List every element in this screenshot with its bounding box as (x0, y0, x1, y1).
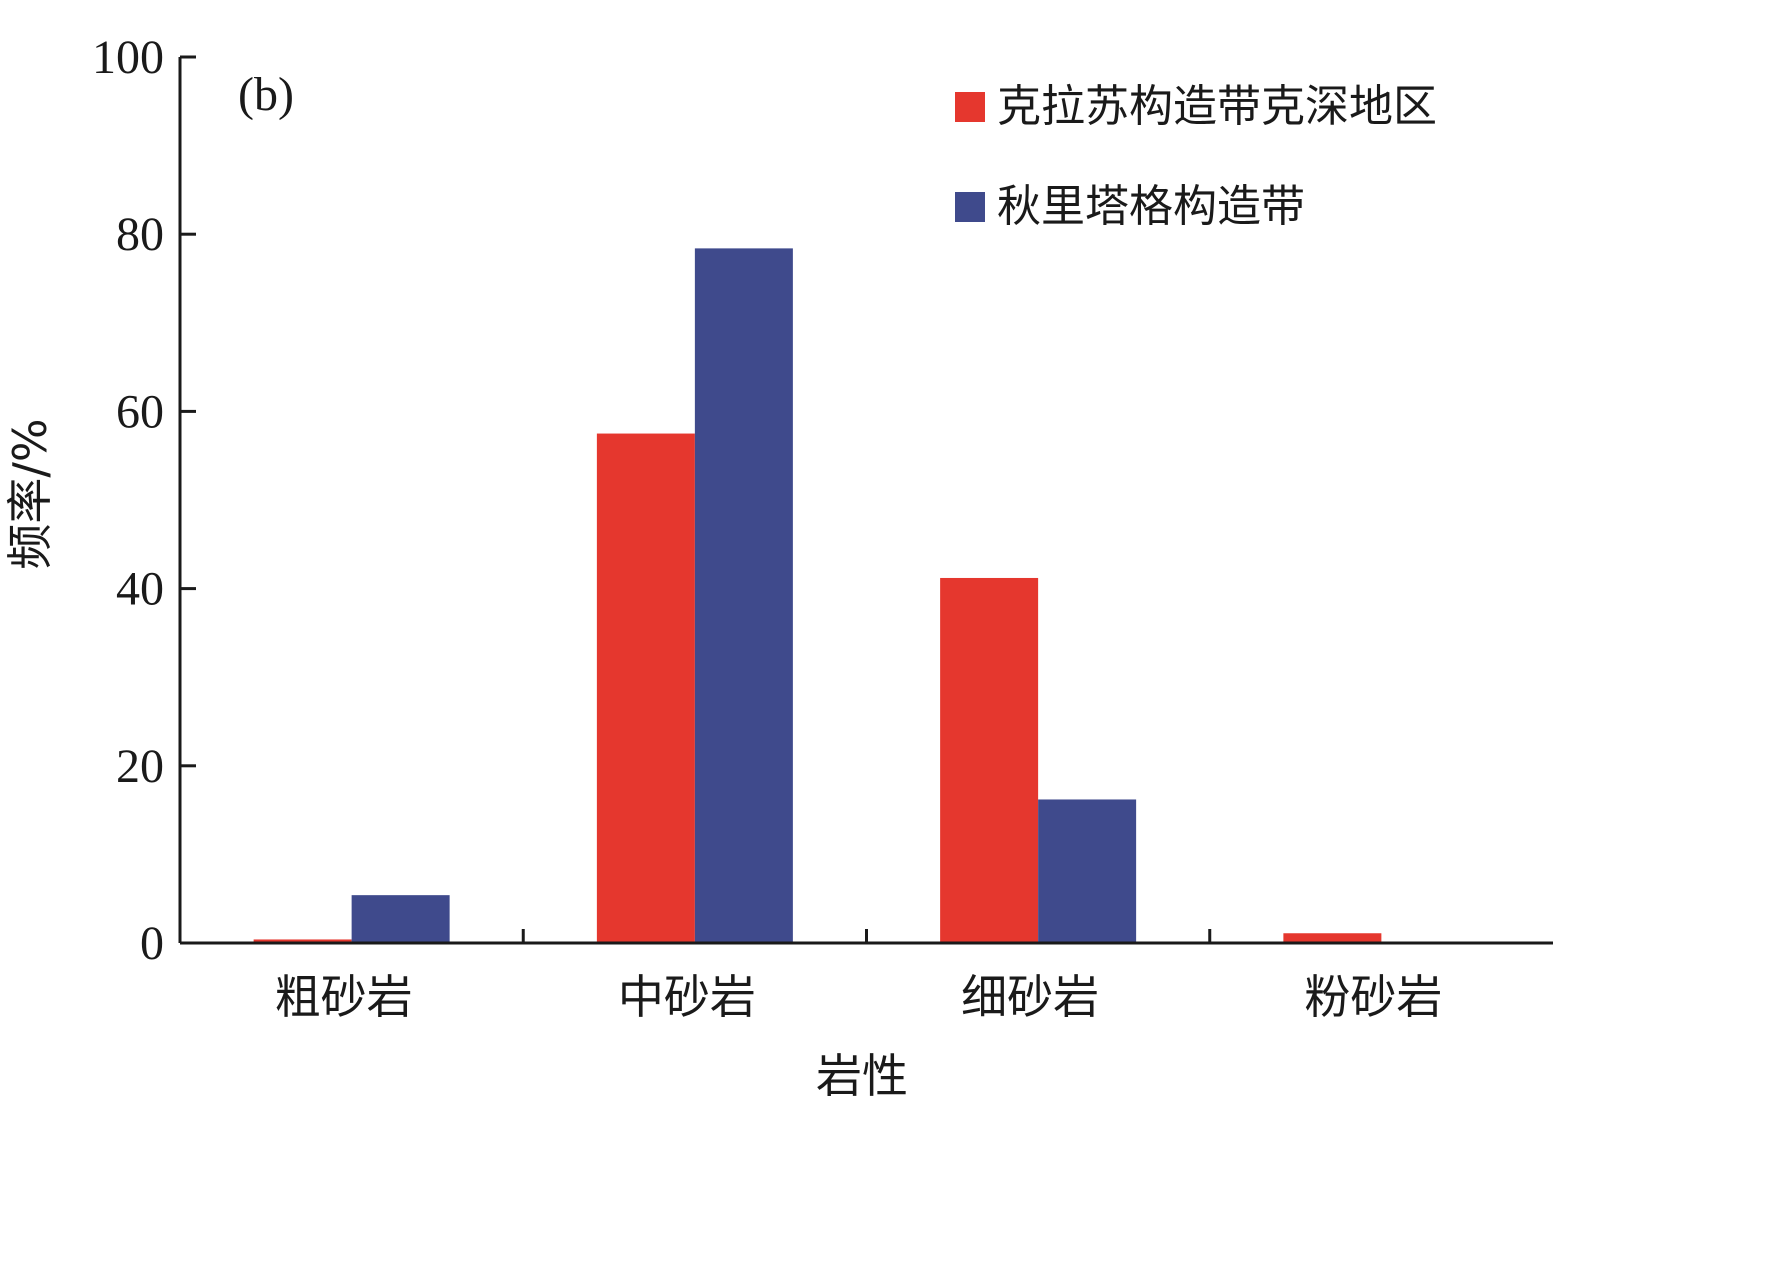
y-ticks: 0 20 40 60 80 100 (92, 31, 196, 970)
legend-label: 秋里塔格构造带 (997, 181, 1305, 232)
y-tick-label: 40 (116, 563, 164, 616)
x-category-label: 粉砂岩 (1304, 970, 1442, 1024)
legend-label: 克拉苏构造带克深地区 (997, 81, 1437, 132)
y-tick-label: 80 (116, 208, 164, 261)
bar-1-4 (1283, 933, 1382, 943)
y-tick-label: 100 (92, 31, 164, 84)
bar-chart: 0 20 40 60 80 100 粗砂岩 中砂岩 细砂岩 粉砂岩 (b) 岩性 频率/% 克拉… (3, 31, 1553, 1103)
x-ticks: 粗砂岩 中砂岩 细砂岩 粉砂岩 (275, 929, 1442, 1024)
legend-swatch (955, 192, 985, 222)
bar-2-3 (1038, 799, 1137, 943)
x-category-label: 细砂岩 (961, 970, 1099, 1024)
axes-layer (178, 57, 1553, 945)
legend-swatch (955, 92, 985, 122)
panel-label: (b) (238, 68, 294, 121)
chart-container: 0 20 40 60 80 100 粗砂岩 中砂岩 细砂岩 粉砂岩 (b) 岩性 频率/% 克拉… (3, 31, 1553, 1103)
y-axis-title: 频率/% (3, 418, 57, 569)
x-category-label: 中砂岩 (618, 970, 756, 1024)
x-category-label: 粗砂岩 (275, 970, 413, 1024)
x-axis-title: 岩性 (816, 1049, 908, 1103)
bar-2-2 (694, 248, 793, 944)
bar-1-2 (596, 433, 695, 943)
bar-1-3 (940, 577, 1039, 943)
y-tick-label: 20 (116, 740, 164, 793)
bar-1-1 (253, 939, 352, 943)
bars-layer (253, 248, 1382, 944)
y-tick-label: 0 (140, 917, 164, 970)
y-tick-label: 60 (116, 385, 164, 438)
bar-2-1 (351, 895, 450, 943)
